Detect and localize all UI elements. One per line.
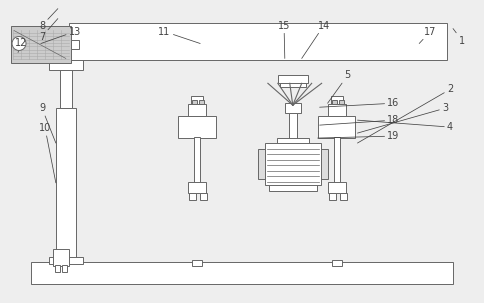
Bar [62, 265, 67, 272]
Bar [192, 100, 197, 104]
Bar [49, 257, 83, 265]
Bar [199, 100, 204, 104]
Text: 3: 3 [358, 103, 448, 133]
Bar [332, 100, 336, 104]
Bar [340, 193, 347, 200]
Bar [338, 100, 344, 104]
Bar [265, 143, 320, 185]
Bar [333, 137, 340, 183]
Text: 1: 1 [453, 28, 465, 45]
Bar [332, 261, 342, 266]
Bar [53, 248, 69, 266]
Bar [200, 193, 207, 200]
Bar [31, 262, 453, 285]
Text: 11: 11 [158, 27, 200, 44]
Text: 13: 13 [41, 27, 81, 44]
Circle shape [12, 37, 26, 51]
Bar [269, 184, 317, 191]
Bar [69, 23, 447, 60]
Bar [55, 265, 60, 272]
Bar [280, 83, 306, 87]
Text: 5: 5 [328, 70, 351, 103]
Bar [289, 113, 297, 140]
Text: 15: 15 [278, 21, 290, 58]
Bar [189, 193, 196, 200]
Bar [285, 103, 301, 113]
Bar [60, 68, 72, 108]
Bar [319, 149, 328, 179]
Text: 9: 9 [39, 103, 56, 143]
Text: 19: 19 [318, 131, 400, 141]
Bar [329, 193, 335, 200]
Text: 17: 17 [419, 27, 437, 44]
Text: 4: 4 [358, 120, 453, 132]
Bar [278, 75, 308, 83]
Bar [188, 104, 206, 116]
Text: 8: 8 [39, 9, 58, 31]
Bar [277, 138, 309, 152]
Text: 14: 14 [302, 21, 330, 58]
Bar [49, 60, 83, 70]
Bar [328, 104, 346, 116]
Bar [194, 137, 200, 183]
Text: 12: 12 [15, 38, 28, 52]
Bar [328, 182, 346, 193]
Bar [71, 39, 79, 49]
Bar [191, 96, 203, 104]
Text: 10: 10 [39, 123, 56, 183]
Text: 2: 2 [358, 84, 454, 143]
Text: 16: 16 [319, 98, 400, 108]
Bar [56, 108, 76, 262]
Bar [331, 96, 343, 104]
Bar [192, 261, 202, 266]
Bar [178, 116, 216, 138]
Text: 18: 18 [319, 115, 400, 125]
Bar [188, 182, 206, 193]
Text: 7: 7 [39, 18, 58, 42]
Bar [318, 116, 355, 138]
Bar [11, 25, 71, 63]
Bar [258, 149, 266, 179]
